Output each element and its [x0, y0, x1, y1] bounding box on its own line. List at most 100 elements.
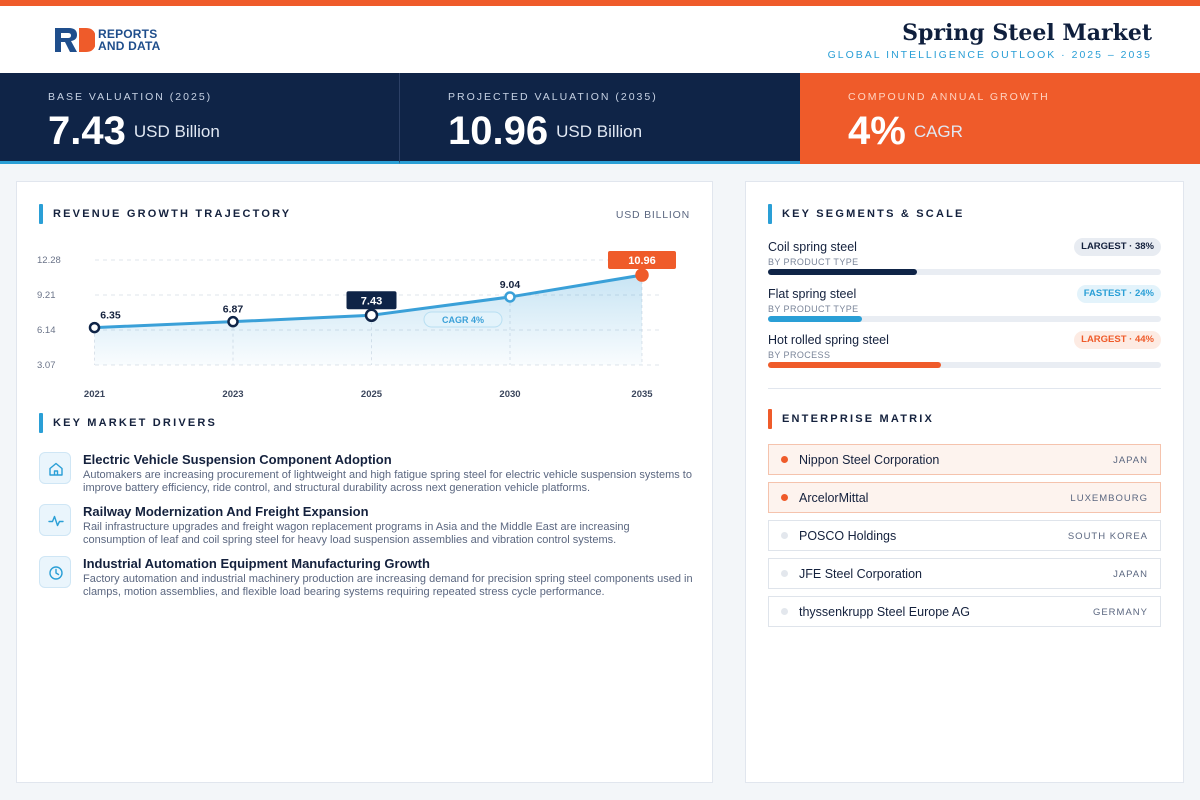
driver-title: Industrial Automation Equipment Manufact… [83, 556, 430, 571]
data-point-2035 [635, 268, 649, 282]
status-dot [781, 570, 788, 577]
x-tick-label: 2025 [361, 389, 383, 400]
kpi-value: 4% [848, 109, 906, 153]
value-label: 10.96 [628, 255, 656, 267]
driver-title: Electric Vehicle Suspension Component Ad… [83, 452, 392, 467]
kpi-label: BASE VALUATION (2025) [48, 91, 213, 103]
driver-description: Factory automation and industrial machin… [83, 573, 693, 598]
value-callout-box [608, 251, 676, 270]
driver-description: Rail infrastructure upgrades and freight… [83, 521, 630, 546]
logo-text: REPORTS AND DATA [98, 28, 160, 52]
status-dot [781, 532, 788, 539]
segment-category: BY PRODUCT TYPE [768, 257, 859, 267]
value-callout-box [346, 291, 397, 310]
segment-item: Hot rolled spring steel BY PROCESS LARGE… [768, 331, 1161, 373]
kpi-unit: USD Billion [556, 121, 643, 141]
kpi-projected-valuation: PROJECTED VALUATION (2035) 10.96 USD Bill… [400, 73, 800, 164]
driver-title: Railway Modernization And Freight Expans… [83, 504, 369, 519]
right-panel: KEY SEGMENTS & SCALE Coil spring steel B… [745, 181, 1184, 783]
enterprise-row[interactable]: thyssenkrupp Steel Europe AG GERMANY [768, 596, 1161, 627]
x-tick-label: 2021 [84, 389, 106, 400]
segment-name: Flat spring steel [768, 287, 857, 301]
kpi-unit: CAGR [913, 121, 963, 141]
header: REPORTS AND DATA Spring Steel Market GLO… [0, 6, 1200, 73]
segment-category: BY PRODUCT TYPE [768, 304, 859, 314]
segment-bar-track [768, 362, 1161, 368]
segment-bar-track [768, 269, 1161, 275]
y-tick-label: 3.07 [37, 360, 56, 371]
segment-bar-fill [768, 269, 918, 275]
page-subtitle: GLOBAL INTELLIGENCE OUTLOOK · 2025 – 203… [827, 49, 1152, 61]
enterprise-row[interactable]: POSCO Holdings SOUTH KOREA [768, 520, 1161, 551]
segment-badge: LARGEST · 38% [1074, 238, 1161, 256]
pulse-icon [39, 504, 71, 536]
kpi-unit: USD Billion [133, 121, 220, 141]
logo-line-2: AND DATA [98, 39, 161, 53]
value-label: 7.43 [361, 295, 382, 307]
segment-item: Flat spring steel BY PRODUCT TYPE FASTES… [768, 285, 1161, 327]
data-point-2021 [88, 321, 101, 334]
company-name: Nippon Steel Corporation [799, 453, 940, 467]
segment-badge: FASTEST · 24% [1076, 285, 1161, 303]
segment-bar-fill [768, 316, 863, 322]
logo-line-1: REPORTS [98, 27, 158, 41]
kpi-base-valuation: BASE VALUATION (2025) 7.43 USD Billion [0, 73, 400, 164]
kpi-cagr: COMPOUND ANNUAL GROWTH 4% CAGR [800, 73, 1200, 164]
section-marker [768, 204, 772, 224]
x-tick-label: 2030 [499, 389, 520, 400]
clock-icon [39, 556, 71, 588]
company-country: GERMANY [1092, 607, 1148, 618]
company-country: JAPAN [1113, 455, 1148, 466]
data-point-2023 [227, 315, 239, 328]
segment-bar-track [768, 316, 1161, 322]
cagr-annotation: CAGR 4% [442, 315, 484, 325]
data-point-2025 [364, 308, 379, 323]
driver-description: Automakers are increasing procurement of… [83, 469, 692, 494]
logo-mark-icon [55, 28, 95, 52]
revenue-line-chart: 12.28 9.21 6.14 3.07 CAGR 4% 6.35 6.87 7.43 9.0… [37, 251, 676, 400]
segment-name: Hot rolled spring steel [768, 333, 889, 347]
status-dot [781, 608, 788, 615]
y-tick-label: 9.21 [37, 290, 56, 301]
company-name: POSCO Holdings [799, 529, 897, 543]
home-icon [39, 452, 71, 484]
section-title: KEY MARKET DRIVERS [53, 417, 218, 429]
company-name: thyssenkrupp Steel Europe AG [799, 605, 970, 619]
value-label: 6.87 [223, 304, 244, 316]
section-title: ENTERPRISE MATRIX [782, 413, 935, 425]
value-label: 6.35 [100, 310, 121, 322]
section-title: KEY SEGMENTS & SCALE [782, 208, 965, 220]
company-country: SOUTH KOREA [1067, 531, 1148, 542]
data-point-2030 [504, 291, 516, 303]
x-tick-label: 2023 [222, 389, 243, 400]
company-name: JFE Steel Corporation [799, 567, 922, 581]
status-dot [781, 456, 788, 463]
y-tick-label: 6.14 [37, 325, 56, 336]
kpi-label: COMPOUND ANNUAL GROWTH [848, 91, 1050, 103]
kpi-value: 10.96 [448, 109, 549, 153]
enterprise-row[interactable]: JFE Steel Corporation JAPAN [768, 558, 1161, 589]
kpi-value: 7.43 [48, 109, 126, 153]
company-name: ArcelorMittal [799, 491, 869, 505]
cagr-annotation-pill [423, 311, 503, 328]
enterprise-row[interactable]: ArcelorMittal LUXEMBOURG [768, 482, 1161, 513]
x-tick-label: 2035 [631, 389, 653, 400]
chart-unit-label: USD BILLION [615, 209, 690, 221]
divider [768, 388, 1161, 389]
left-panel: REVENUE GROWTH TRAJECTORY USD BILLION 12… [16, 181, 713, 783]
section-marker [39, 204, 43, 224]
segment-category: BY PROCESS [768, 350, 831, 360]
segment-item: Coil spring steel BY PRODUCT TYPE LARGES… [768, 238, 1161, 280]
company-country: JAPAN [1113, 569, 1148, 580]
enterprise-row[interactable]: Nippon Steel Corporation JAPAN [768, 444, 1161, 475]
value-label: 9.04 [500, 279, 521, 291]
segment-name: Coil spring steel [768, 240, 857, 254]
kpi-label: PROJECTED VALUATION (2035) [448, 91, 658, 103]
section-marker [39, 413, 43, 433]
segment-bar-fill [768, 362, 941, 368]
status-dot [781, 494, 788, 501]
y-tick-label: 12.28 [37, 255, 61, 266]
section-title: REVENUE GROWTH TRAJECTORY [53, 208, 292, 220]
section-marker [768, 409, 772, 429]
top-accent-bar [0, 0, 1200, 6]
